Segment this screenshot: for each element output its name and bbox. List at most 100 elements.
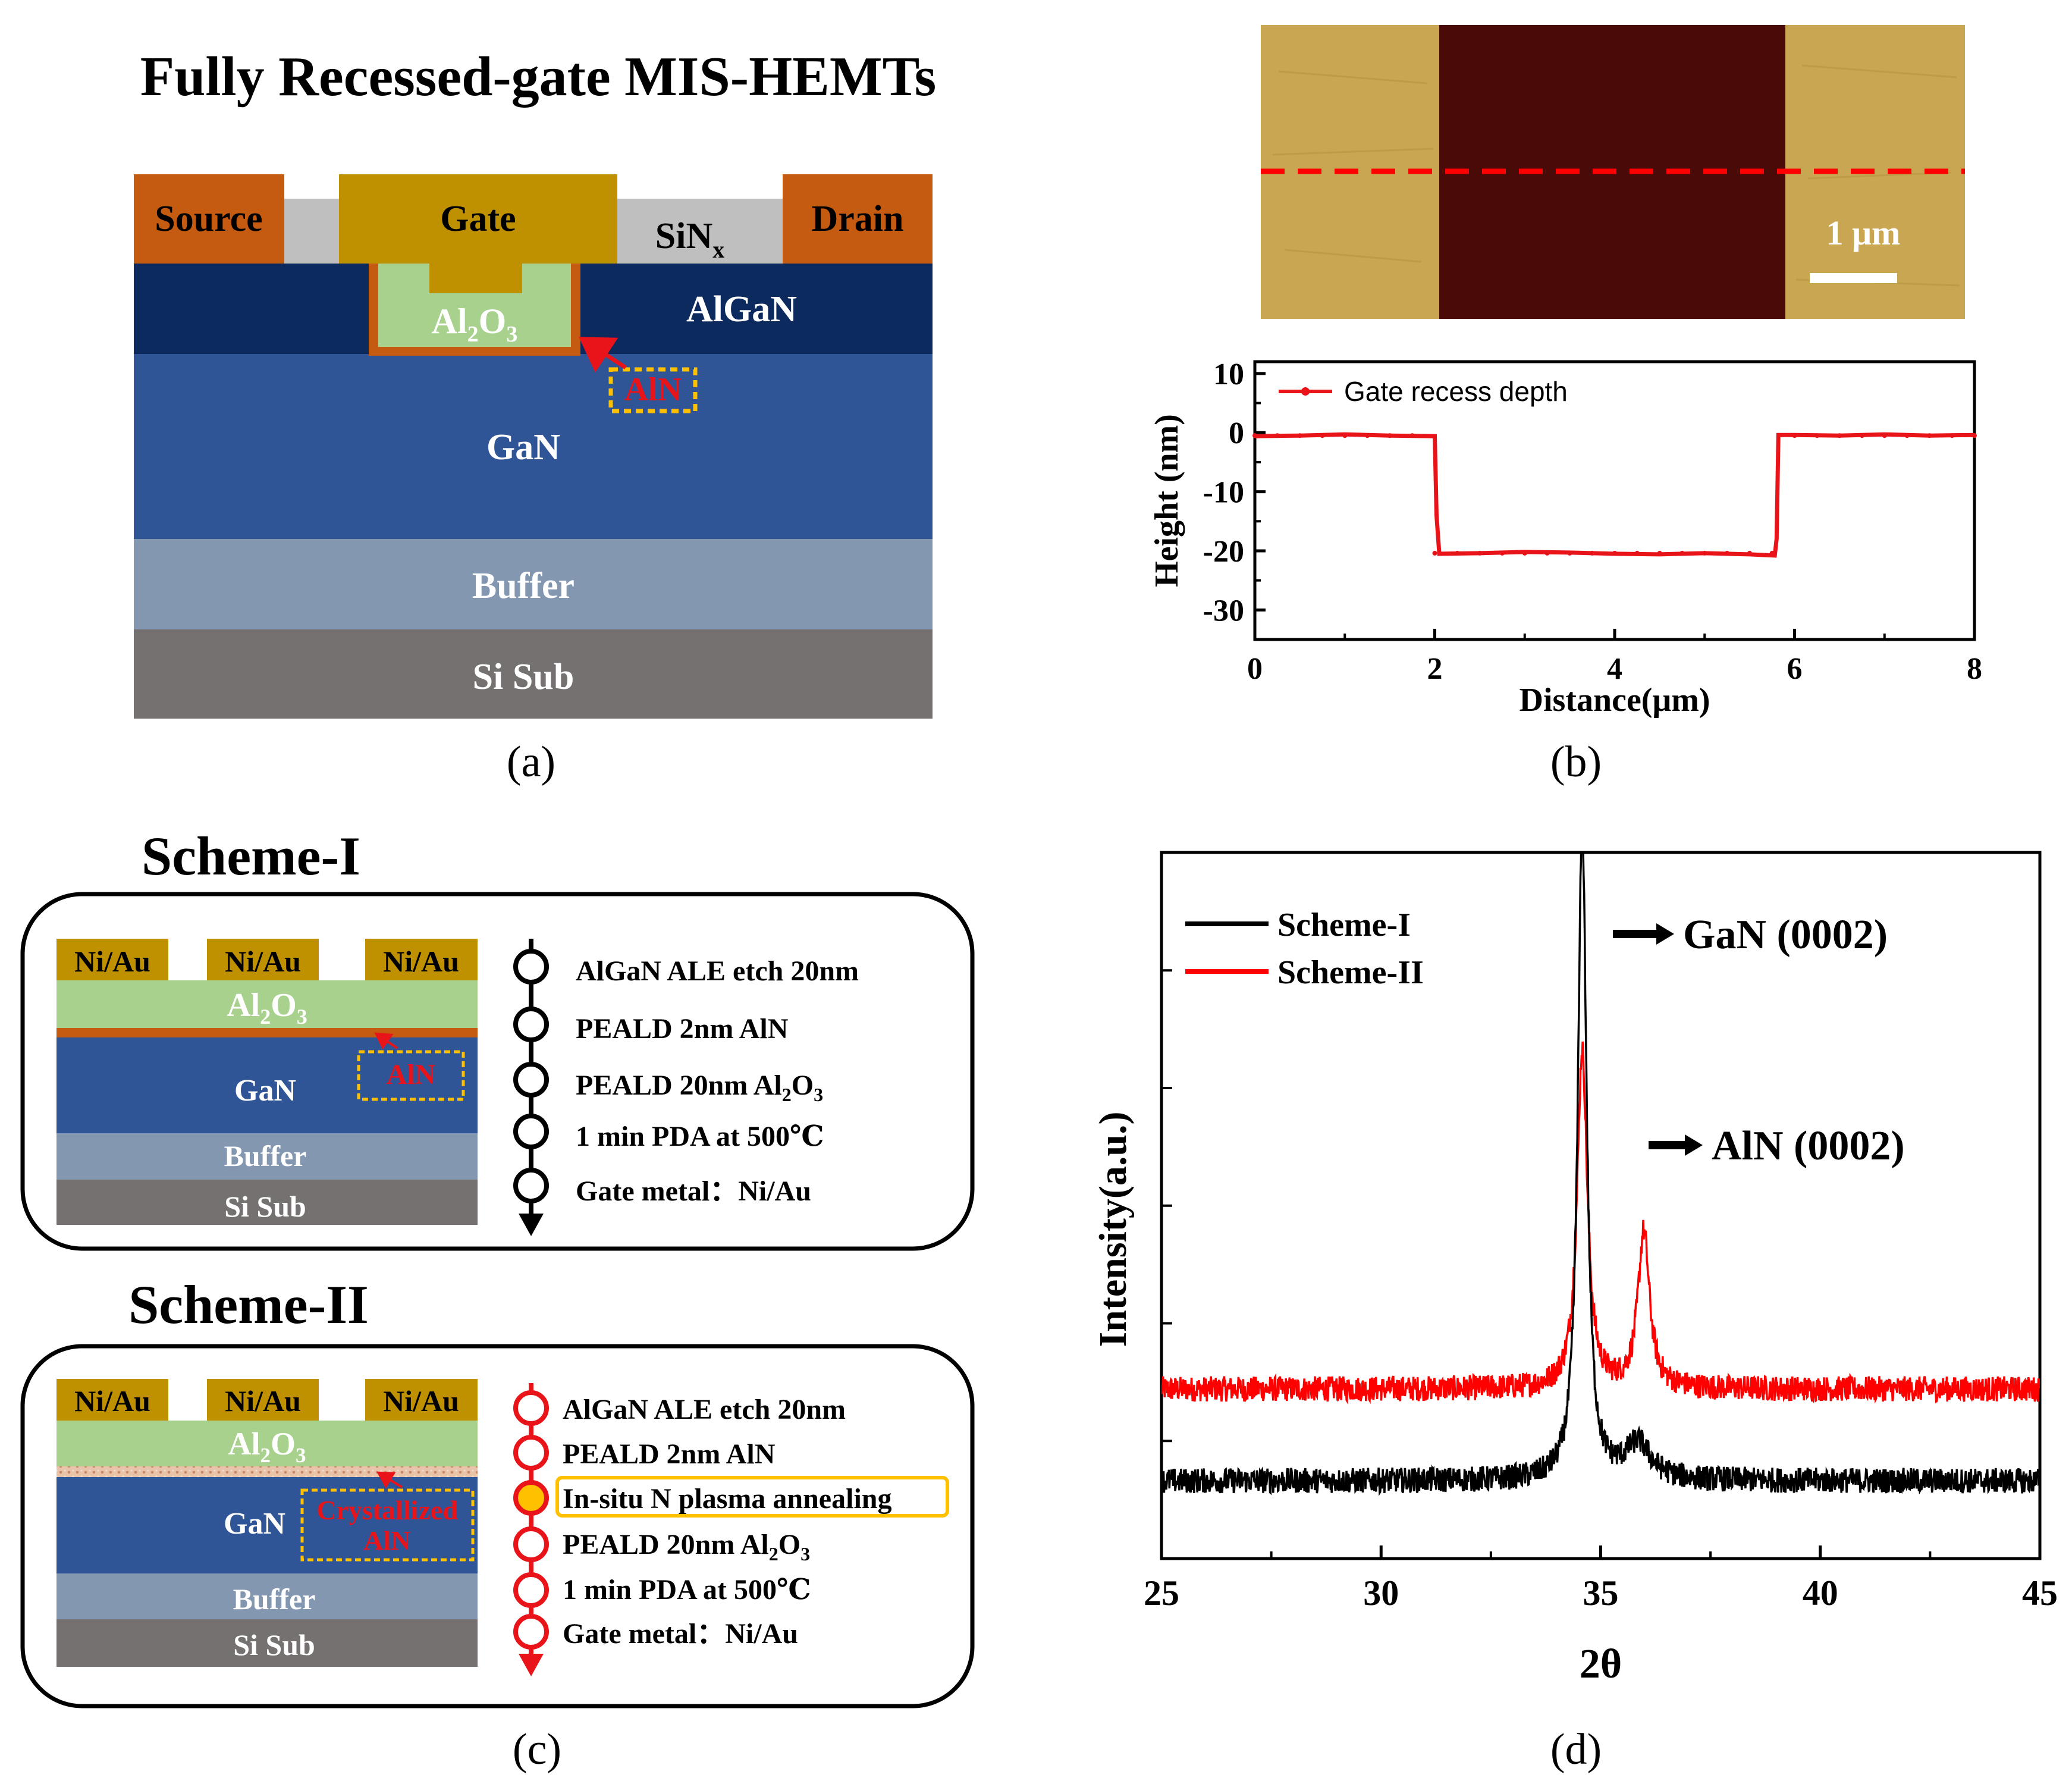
scheme1-gan-label: GaN [234,1074,296,1108]
afm-y-axis-label: Height (nm) [1148,414,1185,587]
panel-b-afm-image: 1 μm [1261,25,1965,319]
scheme2-flow-arrowhead [519,1654,544,1676]
scheme2-step-2: PEALD 2nm AlN [563,1438,776,1470]
afm-x-tick-label: 4 [1607,652,1622,686]
scheme1-step-node-3 [513,1062,549,1098]
scheme2-al2o3-label: Al2O3 [228,1426,306,1467]
gan-label: GaN [486,427,560,468]
afm-profile-marker [1320,433,1325,438]
drain-label: Drain [812,199,904,239]
panel-b-label: (b) [1550,738,1602,786]
gate-metal [339,174,617,293]
scale-bar-label: 1 μm [1826,214,1901,252]
si-sub-label: Si Sub [473,657,574,697]
xrd-x-tick-label: 25 [1144,1573,1179,1613]
scheme1-al2o3 [56,980,478,1028]
afm-x-axis-label: Distance(μm) [1520,682,1710,719]
al2o3-label: Al2O3 [432,302,518,347]
gate-label: Gate [440,199,516,239]
afm-y-tick-label: -10 [1203,476,1244,510]
afm-profile-marker [1252,433,1257,438]
afm-profile-marker [1522,550,1527,556]
scheme2-contact-2 [207,1379,319,1421]
afm-profile-marker [1455,550,1460,556]
xrd-legend-label: Scheme-I [1277,907,1411,943]
buffer-layer [134,539,933,629]
aln-highlight-box [608,367,698,413]
afm-profile-marker [1274,433,1280,438]
afm-profile-marker [1342,433,1348,438]
scheme2-step-node-1 [513,1390,549,1426]
scheme2-process-flow: AlGaN ALE etch 20nm PEALD 2nm AlN In-sit… [513,1383,949,1676]
scheme2-step-6: Gate metal：Ni/Au [563,1618,798,1650]
scheme1-step-1: AlGaN ALE etch 20nm [576,955,859,987]
afm-profile-marker [1387,433,1392,438]
scheme1-step-4: 1 min PDA at 500℃ [576,1121,824,1152]
scheme1-step-node-5 [513,1168,549,1203]
scheme1-step-2: PEALD 2nm AlN [576,1013,789,1045]
scheme2-step-node-6 [513,1614,549,1650]
scale-bar [1810,273,1897,283]
scheme1-si-sub-label: Si Sub [224,1190,306,1223]
afm-profile-marker [1859,433,1864,438]
afm-profile-marker [1972,433,1977,438]
scheme2-step-5: 1 min PDA at 500℃ [563,1574,811,1606]
scheme1-frame [20,892,975,1251]
panel-a-label: (a) [507,738,555,786]
scheme1-step-5: Gate metal：Ni/Au [576,1175,811,1207]
afm-profile-marker [1949,433,1955,438]
afm-legend-label: Gate recess depth [1344,376,1568,407]
afm-profile-marker [1702,550,1707,556]
scheme1-contact-3 [365,939,478,980]
afm-legend-marker [1301,387,1310,396]
afm-profile-marker [1544,550,1550,556]
scheme1-step-node-4 [513,1114,549,1149]
scheme1-step-3: PEALD 20nm Al2O3 [576,1070,823,1105]
scheme2-contact-label-2: Ni/Au [225,1384,301,1418]
afm-profile-marker [1365,433,1370,438]
afm-profile-line [1254,432,1975,558]
scheme1-aln-arrow [374,1032,398,1050]
scheme1-contact-label-3: Ni/Au [383,945,459,978]
afm-profile-marker [1567,550,1572,556]
scheme2-step-node-3 [513,1480,549,1516]
scheme2-al2o3 [56,1421,478,1466]
xrd-series-scheme-i [1161,852,2040,1496]
afm-profile-marker [1657,550,1662,556]
aln-peak-label: AlN (0002) [1712,1123,1905,1169]
xrd-x-tick-label: 30 [1363,1573,1399,1613]
drain-contact [783,174,933,264]
scheme2-aln-box [300,1488,475,1562]
afm-x-tick-label: 8 [1967,652,1982,686]
afm-profile-marker [1477,550,1483,556]
afm-profile-marker [1837,433,1842,438]
afm-profile-marker [1612,550,1617,556]
sinx-label: SiNx [655,216,724,263]
gan-peak-arrowhead [1656,923,1674,945]
sinx-right [617,199,783,264]
scheme2-contact-3 [365,1379,478,1421]
afm-y-tick-label: -30 [1203,594,1244,628]
scheme2-gan-label: GaN [224,1507,285,1541]
scheme2-contact-label-1: Ni/Au [74,1384,150,1418]
scheme1-buffer-label: Buffer [224,1139,307,1172]
afm-profile-chart: 0 2 4 6 8 10 0 -10 -20 -30 Distance(μm) Height (nm)… [1148,358,1982,719]
afm-profile-marker [1634,550,1640,556]
scheme1-step-node-2 [513,1007,549,1042]
xrd-x-tick-label: 45 [2022,1573,2058,1613]
scheme2-step-node-2 [513,1435,549,1471]
afm-profile-marker [1297,433,1302,438]
afm-profile-marker [1814,433,1820,438]
afm-y-tick-label: 10 [1213,358,1244,391]
afm-profile-marker [1882,433,1887,438]
scheme2-aln-label-2: AlN [363,1525,410,1556]
scheme1-aln-box [357,1050,465,1101]
panel-a-title: Fully Recessed-gate MIS-HEMTs [140,46,937,108]
scheme1-contact-label-1: Ni/Au [74,945,150,978]
scheme1-contact-2 [207,939,319,980]
afm-profile-marker [1432,550,1437,556]
scheme2-step-4: PEALD 20nm Al2O3 [563,1529,810,1565]
afm-texture [1272,64,1960,287]
afm-profile-marker [1747,550,1752,556]
